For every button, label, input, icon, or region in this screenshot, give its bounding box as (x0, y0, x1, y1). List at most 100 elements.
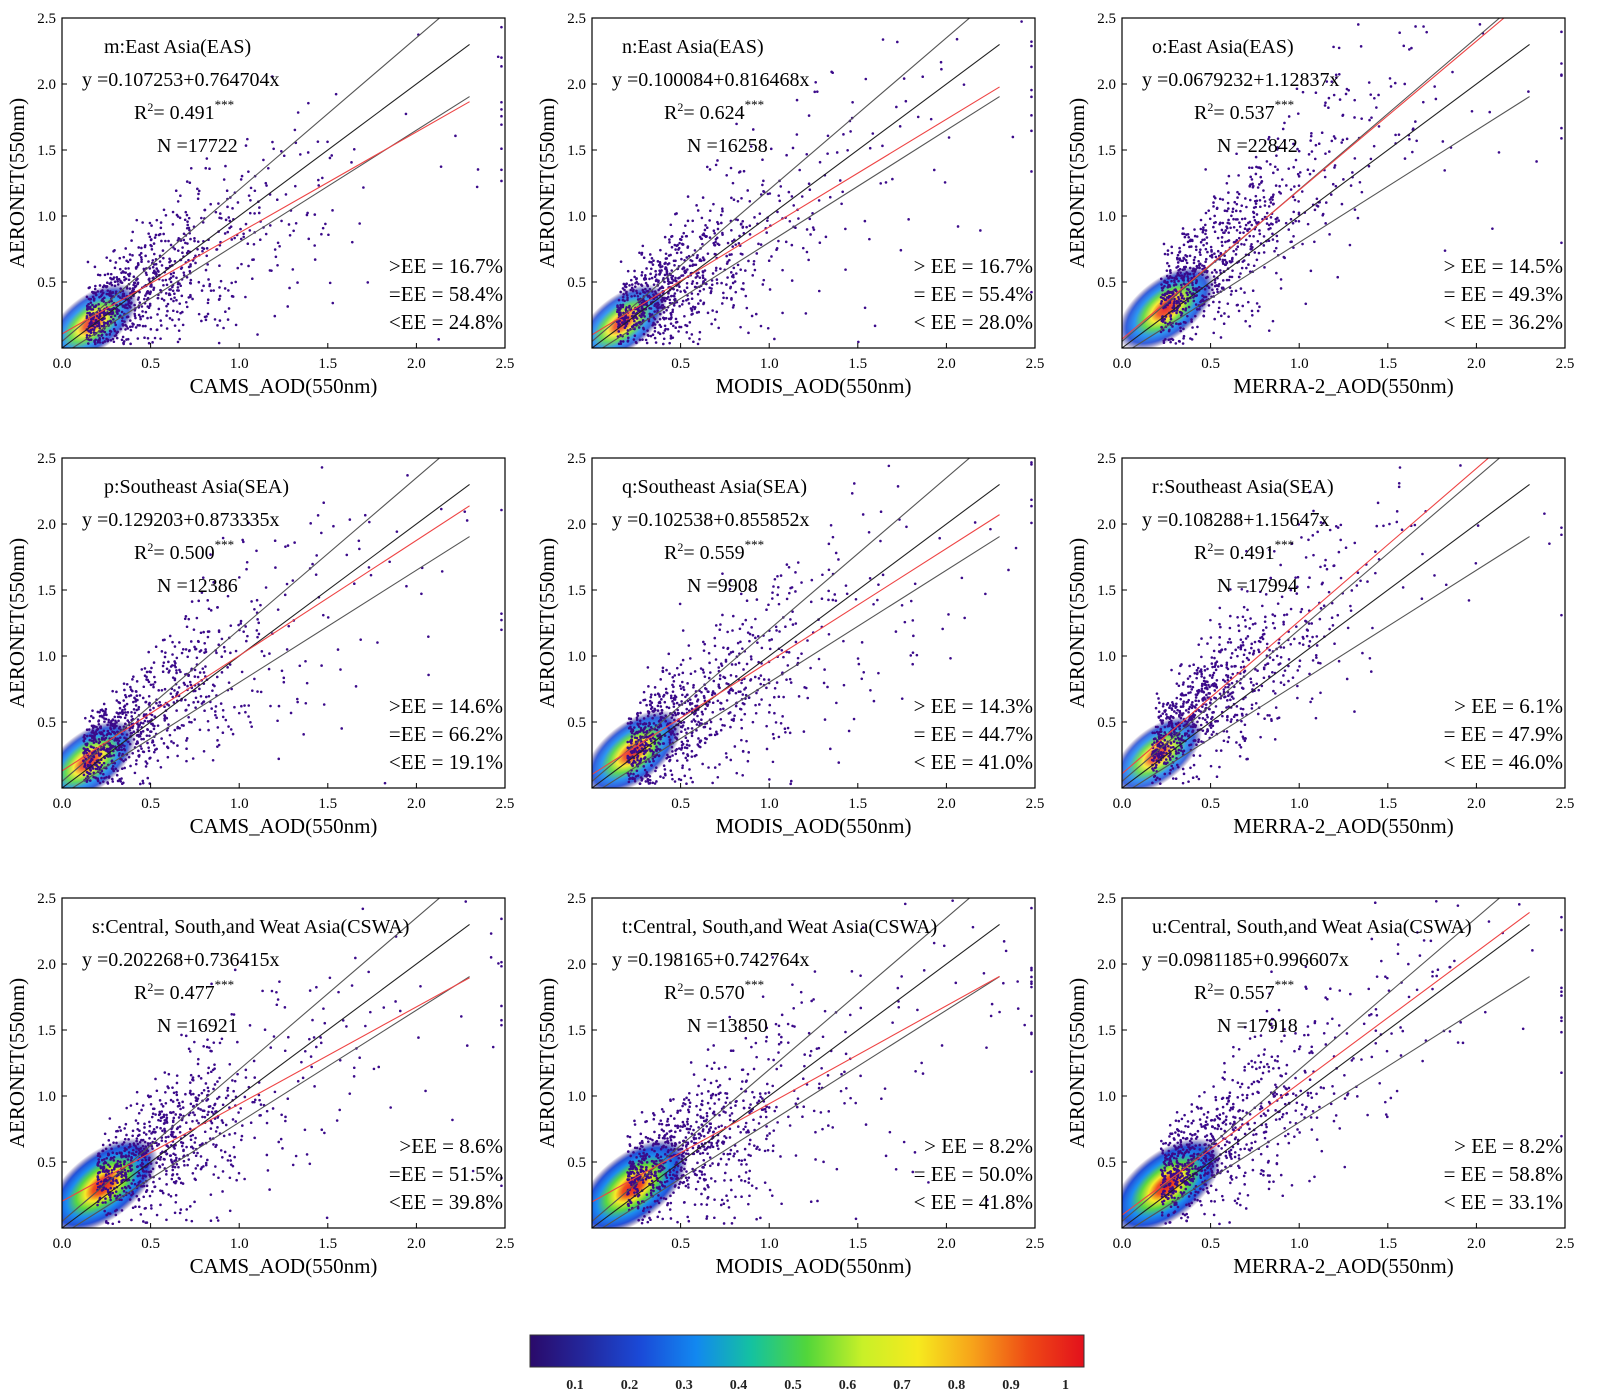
data-point (686, 195, 690, 198)
data-point (642, 310, 645, 314)
data-point (169, 280, 173, 284)
data-point (201, 667, 205, 670)
data-point (141, 696, 145, 700)
data-point (148, 277, 151, 280)
data-point (713, 243, 716, 247)
data-point (1308, 172, 1312, 176)
data-point (133, 312, 136, 316)
data-point (160, 297, 164, 301)
data-point (1403, 82, 1407, 86)
data-point (678, 602, 682, 606)
data-point (1229, 588, 1232, 591)
data-point (681, 671, 685, 675)
data-point (92, 716, 95, 720)
data-point (1164, 321, 1167, 325)
data-point (1257, 251, 1261, 255)
data-point (669, 281, 672, 284)
data-point (169, 243, 173, 247)
r-squared-value: = 0.537 (1213, 102, 1274, 124)
data-point (129, 342, 132, 346)
data-point (146, 776, 150, 780)
data-point (1237, 236, 1241, 240)
data-point (1205, 236, 1209, 239)
data-point (196, 187, 199, 191)
data-point (207, 728, 210, 732)
data-point (1213, 252, 1216, 255)
data-point (713, 733, 717, 737)
data-point (1283, 256, 1286, 260)
data-point (85, 734, 89, 738)
data-point (1171, 291, 1175, 294)
data-point (719, 728, 723, 732)
data-point (187, 703, 190, 707)
data-point (1170, 279, 1173, 283)
data-point (633, 334, 637, 338)
data-point (708, 733, 712, 737)
data-point (821, 573, 824, 577)
data-point (121, 323, 125, 326)
x-tick-label: 0.0 (53, 796, 72, 812)
data-point (827, 632, 831, 636)
data-point (111, 337, 115, 341)
data-point (782, 655, 785, 659)
data-point (1204, 295, 1208, 299)
data-point (673, 780, 677, 783)
data-point (818, 241, 822, 245)
data-point (240, 174, 244, 178)
data-point (194, 254, 197, 258)
data-point (676, 712, 680, 716)
data-point (1276, 168, 1279, 171)
data-point (659, 705, 663, 708)
data-point (674, 259, 677, 263)
data-point (1290, 542, 1294, 546)
data-point (668, 755, 672, 759)
data-point (710, 693, 714, 697)
data-point (785, 563, 789, 566)
data-point (1338, 98, 1342, 101)
data-point (679, 748, 683, 751)
data-point (255, 598, 259, 602)
data-point (1256, 186, 1260, 189)
data-point (267, 667, 271, 671)
data-point (129, 732, 133, 735)
data-point (674, 212, 677, 216)
data-point (127, 755, 131, 759)
data-point (100, 736, 104, 740)
data-point (148, 235, 152, 239)
data-point (123, 722, 127, 726)
data-point (677, 248, 680, 251)
data-point (94, 776, 98, 780)
data-point (289, 711, 293, 715)
data-point (172, 741, 175, 745)
data-point (649, 749, 652, 753)
data-point (1182, 256, 1185, 260)
data-point (801, 246, 805, 250)
data-point (1527, 90, 1530, 93)
data-point (211, 683, 215, 687)
data-point (1287, 228, 1291, 231)
data-point (500, 114, 503, 118)
data-point (500, 179, 503, 183)
data-point (1184, 709, 1188, 712)
y-tick-label: 1.5 (37, 143, 56, 159)
data-point (180, 294, 184, 298)
data-point (807, 114, 811, 117)
data-point (732, 198, 736, 202)
data-point (687, 302, 691, 305)
data-point (1186, 293, 1189, 297)
data-point (1374, 571, 1377, 575)
data-point (220, 671, 224, 674)
data-point (189, 166, 193, 170)
data-point (1224, 648, 1227, 651)
data-point (97, 316, 101, 320)
data-point (171, 210, 175, 214)
data-point (185, 213, 189, 217)
data-point (1030, 170, 1033, 173)
data-point (229, 225, 233, 228)
data-point (376, 641, 379, 644)
data-point (205, 254, 209, 258)
data-point (90, 731, 94, 734)
data-point (107, 718, 110, 722)
data-point (145, 678, 148, 681)
data-point (208, 167, 211, 171)
